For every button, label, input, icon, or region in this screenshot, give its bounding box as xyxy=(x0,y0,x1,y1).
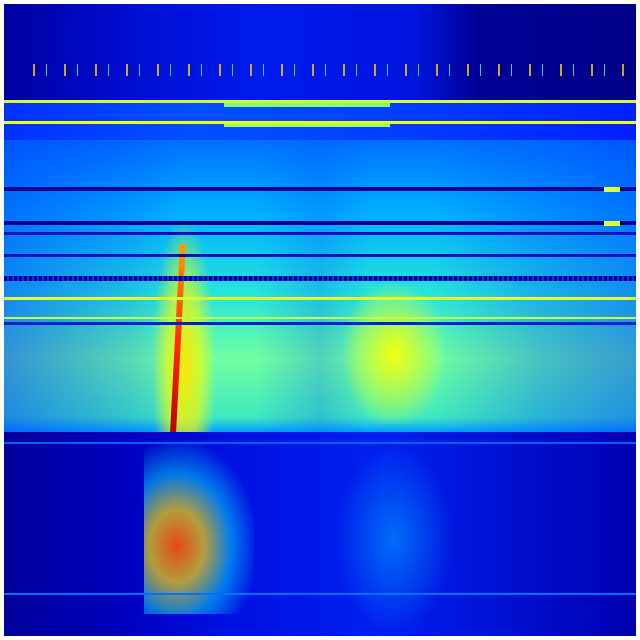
dark-line xyxy=(4,322,636,325)
dark-line xyxy=(4,232,636,235)
dark-line xyxy=(4,276,636,281)
dark-line xyxy=(4,187,636,191)
bottom-line xyxy=(4,593,636,595)
dark-line xyxy=(4,221,636,225)
lower-cyan-streaks xyxy=(334,444,454,634)
bright-region-right xyxy=(344,284,444,424)
top-dot-row xyxy=(24,64,624,76)
yellow-line-3 xyxy=(4,297,636,300)
lower-region xyxy=(4,432,636,636)
top-region-glow xyxy=(4,4,636,100)
separator-line xyxy=(4,442,636,444)
yellow-line-1b xyxy=(224,103,390,107)
dark-line xyxy=(4,254,636,257)
spectrogram-image xyxy=(4,4,636,636)
yellow-line-1 xyxy=(4,100,636,103)
yellow-marker-row xyxy=(604,221,620,226)
yellow-line-2 xyxy=(4,121,636,124)
main-band-horizontal-variation xyxy=(4,140,636,432)
yellow-line-4 xyxy=(4,317,636,319)
yellow-marker-row xyxy=(604,187,620,192)
yellow-line-2b xyxy=(224,124,390,127)
lower-hot-streaks xyxy=(144,444,254,614)
